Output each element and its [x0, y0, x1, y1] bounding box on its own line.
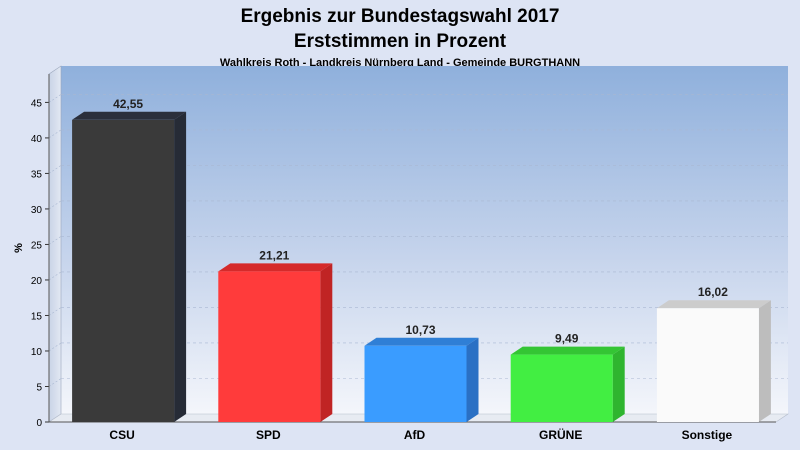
y-tick-label: 15 — [31, 311, 43, 322]
bar-value-label: 9,49 — [555, 332, 579, 346]
bar-spd: 21,21 — [218, 248, 333, 422]
x-tick-label: AfD — [404, 428, 426, 442]
gridline-side — [48, 236, 62, 245]
x-tick-label: CSU — [109, 428, 134, 442]
bar-side — [466, 337, 479, 422]
bar-front — [364, 345, 467, 422]
y-tick-label: 25 — [31, 240, 43, 251]
y-tick-label: 45 — [31, 98, 43, 109]
bar-front — [510, 354, 613, 422]
gridline-side — [48, 129, 62, 139]
y-tick-label: 5 — [36, 382, 42, 393]
bar-top — [510, 346, 625, 355]
gridline-side — [48, 165, 62, 174]
bar-side — [612, 346, 625, 422]
x-tick-label: Sonstige — [682, 428, 733, 442]
bar-sonstige: 16,02 — [656, 285, 771, 422]
y-tick-label: 0 — [36, 418, 42, 429]
y-tick-label: 35 — [31, 169, 43, 180]
bar-afd: 10,73 — [364, 323, 479, 422]
bar-side — [758, 300, 771, 422]
x-tick-label: SPD — [256, 428, 281, 442]
y-tick-label: 40 — [31, 134, 43, 145]
bar-value-label: 21,21 — [259, 248, 289, 262]
gridline-side — [48, 378, 62, 387]
y-tick-label: 20 — [31, 276, 43, 287]
y-axis-label: % — [13, 243, 25, 253]
gridline-side — [48, 200, 62, 210]
y-tick-label: 30 — [31, 205, 43, 216]
bar-side — [174, 111, 187, 422]
bar-front — [72, 119, 175, 422]
bar-side — [320, 263, 333, 422]
bar-value-label: 16,02 — [698, 285, 728, 299]
y-tick-label: 10 — [31, 347, 43, 358]
chart-title-line2: Erststimmen in Prozent — [293, 31, 507, 52]
chart-title: Ergebnis zur Bundestagswahl 2017 — [240, 6, 560, 27]
bar-grüne: 9,49 — [510, 332, 625, 422]
bar-front — [656, 308, 759, 422]
x-tick-label: GRÜNE — [539, 427, 582, 442]
bar-value-label: 42,55 — [113, 97, 143, 111]
bar-top — [218, 263, 333, 272]
gridline-side — [48, 271, 62, 281]
bar-top — [364, 337, 479, 346]
bar-front — [218, 271, 321, 422]
bar-csu: 42,55 — [72, 97, 187, 422]
bar-top — [656, 300, 771, 309]
gridline-side — [48, 94, 62, 103]
bar-value-label: 10,73 — [405, 323, 435, 337]
plot-left-wall — [48, 65, 62, 423]
gridline-side — [48, 307, 62, 316]
bar-top — [72, 111, 187, 120]
gridline-side — [48, 342, 62, 352]
